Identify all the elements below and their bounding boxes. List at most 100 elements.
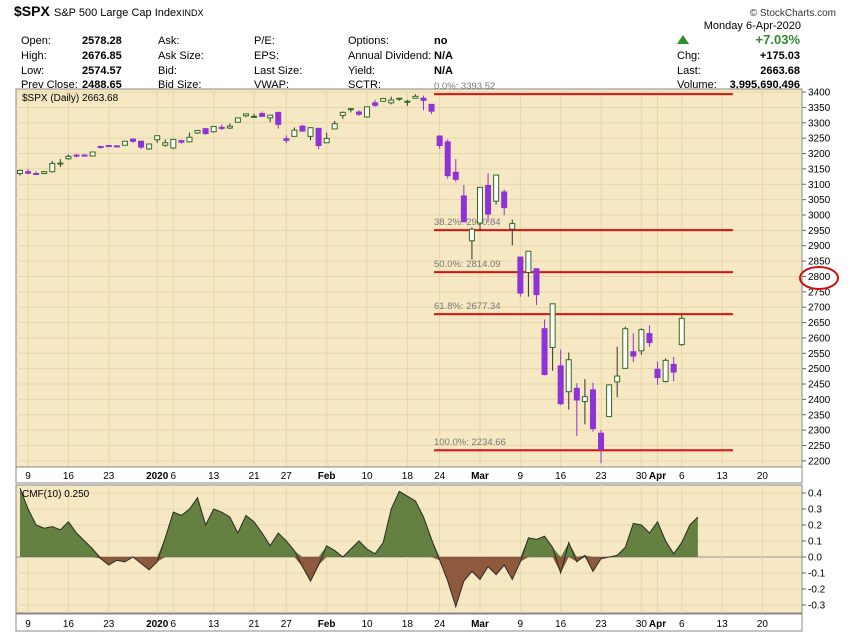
- candle-body: [606, 384, 613, 418]
- date-tick-label: 23: [103, 471, 115, 482]
- candle: [81, 154, 88, 157]
- cmf-tick-label: -0.3: [808, 601, 826, 612]
- candle: [452, 159, 459, 182]
- candle: [380, 97, 387, 102]
- candle-body: [202, 128, 209, 135]
- price-axis-ticks: 2200 2250 2300 2350 2400 2450 2500 2550 2600 2650…: [802, 88, 831, 467]
- candle-body: [339, 111, 346, 116]
- candle-body: [428, 103, 435, 112]
- candle: [420, 95, 427, 111]
- candle-body: [436, 135, 443, 147]
- candle-body: [509, 223, 516, 230]
- candle-body: [186, 136, 193, 143]
- candle: [49, 160, 56, 173]
- date-tick-label: 13: [208, 471, 220, 482]
- stat-label: Bid:: [158, 65, 177, 77]
- candle: [428, 103, 435, 115]
- candle-body: [97, 145, 104, 148]
- date-tick-label: 27: [281, 471, 293, 482]
- candle-body: [25, 171, 32, 174]
- price-legend: $SPX (Daily) 2663.68: [22, 93, 119, 104]
- candle: [565, 352, 572, 410]
- fib-label: 50.0%: 2814.09: [434, 259, 501, 270]
- cmf-tick-label: 0.2: [808, 521, 822, 532]
- candle: [557, 349, 564, 406]
- candle-body: [49, 162, 56, 173]
- candle: [97, 145, 104, 149]
- candle: [146, 143, 153, 150]
- quote-header: $SPX S&P 500 Large Cap Index INDX Monday…: [14, 3, 836, 91]
- candle: [105, 145, 112, 148]
- price-tick-label: 3000: [808, 211, 831, 222]
- candle-body: [614, 375, 621, 383]
- brand-watermark: © StockCharts.com: [750, 8, 836, 19]
- candle: [331, 120, 338, 130]
- candle: [436, 135, 443, 149]
- candle: [315, 127, 322, 150]
- candle-body: [226, 125, 233, 129]
- candle-body: [315, 127, 322, 147]
- fibonacci-levels: 0.0%: 3393.52 38.2%: 2950.84 50.0%: 2814.0…: [434, 81, 733, 452]
- candle: [162, 139, 169, 147]
- candle: [533, 268, 540, 306]
- candle-body: [242, 113, 249, 117]
- candle: [573, 383, 580, 436]
- cmf-tick-label: 0.1: [808, 537, 822, 548]
- price-tick-label: 2850: [808, 257, 831, 268]
- date-tick-label: 16: [63, 619, 75, 630]
- candle: [638, 328, 645, 355]
- candle-body: [267, 114, 274, 119]
- cmf-tick-label: -0.2: [808, 585, 826, 596]
- candle-body: [452, 171, 459, 180]
- up-arrow-icon: [677, 35, 689, 44]
- candle-body: [81, 154, 88, 157]
- date-tick-label: 6: [171, 619, 177, 630]
- candle-body: [283, 138, 290, 141]
- candle-body: [299, 125, 306, 132]
- candle-body: [347, 108, 354, 111]
- candle: [283, 135, 290, 144]
- candle: [259, 111, 266, 117]
- candle: [57, 159, 64, 168]
- cmf-tick-label: 0.4: [808, 489, 822, 500]
- candle: [501, 189, 508, 216]
- stat-label: Ask:: [158, 35, 179, 47]
- date-tick-label: 9: [518, 471, 524, 482]
- candle: [89, 151, 96, 157]
- stat-value: no: [434, 35, 448, 47]
- price-panel: 0.0%: 3393.52 38.2%: 2950.84 50.0%: 2814.0…: [15, 81, 839, 468]
- date-tick-label: 13: [717, 471, 729, 482]
- date-tick-label: 13: [717, 619, 729, 630]
- date-tick-label: 16: [63, 471, 75, 482]
- stat-label: Chg:: [677, 50, 700, 62]
- stat-label: EPS:: [254, 50, 279, 62]
- candle-body: [33, 173, 40, 176]
- candle: [412, 94, 419, 99]
- candle-body: [622, 328, 629, 369]
- candle: [41, 171, 48, 175]
- stat-value: 2578.28: [82, 35, 122, 47]
- candle: [194, 129, 201, 134]
- stat-value: +175.03: [760, 50, 800, 62]
- candle-body: [105, 145, 112, 148]
- stat-label: Volume:: [677, 79, 717, 91]
- fib-label: 0.0%: 3393.52: [434, 81, 495, 92]
- candle: [307, 127, 314, 141]
- candle: [129, 138, 136, 144]
- cmf-tick-label: 0.3: [808, 505, 822, 516]
- date-tick-label: 23: [103, 619, 115, 630]
- candle: [267, 114, 274, 123]
- candle: [347, 108, 354, 113]
- candle: [25, 169, 32, 175]
- price-tick-label: 2750: [808, 287, 831, 298]
- stat-label: Ask Size:: [158, 50, 204, 62]
- candle: [678, 314, 685, 346]
- price-tick-label: 3050: [808, 195, 831, 206]
- candle: [662, 358, 669, 383]
- candle-body: [355, 111, 362, 115]
- price-tick-label: 3100: [808, 180, 831, 191]
- candle-body: [170, 138, 177, 149]
- date-tick-label: 2020: [146, 471, 169, 482]
- cmf-positive-area: [20, 488, 698, 557]
